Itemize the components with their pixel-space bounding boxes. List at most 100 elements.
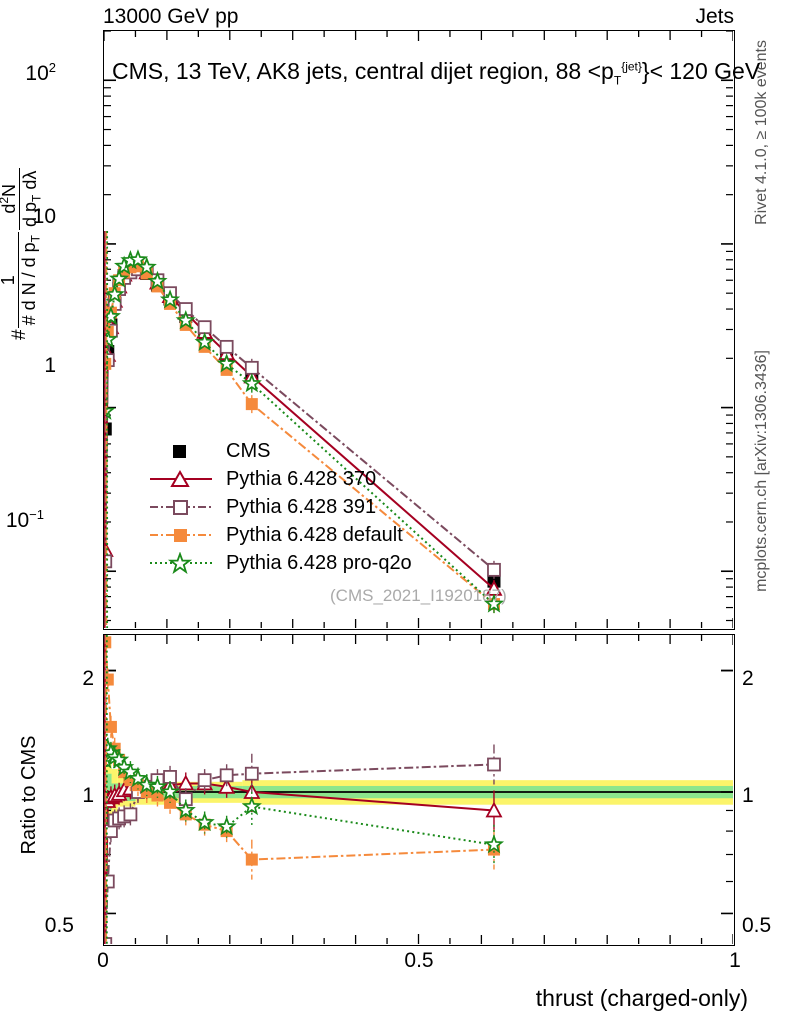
ratio-line — [104, 642, 495, 861]
y-tick-ratio-0p5-left: 0.5 — [44, 914, 74, 937]
data-marker — [194, 811, 215, 832]
data-marker — [244, 360, 259, 375]
data-marker — [104, 874, 115, 889]
legend-label-370: Pythia 6.428 370 — [226, 467, 377, 490]
analysis-id-watermark: (CMS_2021_I1920187) — [330, 586, 507, 605]
data-marker — [147, 270, 168, 291]
legend-key-370 — [148, 468, 214, 490]
legend-key-proq2o — [148, 551, 214, 575]
data-marker — [241, 795, 262, 816]
y-tick-main-10: 10 — [32, 205, 56, 228]
plot-title-sub: T — [613, 73, 622, 88]
data-marker — [104, 720, 117, 733]
x-tick-0: 0 — [97, 949, 109, 972]
legend-label-cms: CMS — [226, 439, 271, 462]
legend-key-cms — [148, 440, 214, 462]
data-marker — [127, 249, 149, 269]
data-marker — [219, 768, 234, 783]
main-left-edge-drop-lines — [104, 231, 109, 628]
plot-title-sup: {jet} — [621, 59, 642, 74]
data-marker — [159, 289, 181, 309]
main-plot-panel — [103, 30, 735, 630]
data-marker — [245, 853, 258, 866]
data-marker — [104, 284, 125, 304]
ratio-line — [104, 782, 495, 944]
data-marker — [123, 807, 138, 822]
x-tick-1: 1 — [729, 949, 741, 972]
y-tick-main-100: 102 — [25, 60, 56, 85]
data-marker — [216, 816, 237, 836]
data-marker — [485, 801, 503, 818]
y-title-hash1: # — [9, 329, 30, 340]
plot-title-pre: CMS, 13 TeV, AK8 jets, central dijet reg… — [112, 58, 614, 84]
axis-ticks — [104, 31, 733, 628]
legend-key-391 — [148, 496, 214, 518]
y-title-den1: # d N / d pT — [17, 232, 42, 329]
legend-key-default — [148, 524, 214, 546]
mcplots-source-text: mcplots.cern.ch [arXiv:1306.3436] — [753, 350, 770, 592]
ratio-series-pythia-6-428-default — [104, 635, 500, 880]
y-tick-ratio-2-left: 2 — [82, 667, 94, 690]
data-marker — [194, 331, 215, 352]
legend-item-proq2o[interactable]: Pythia 6.428 pro-q2o — [148, 549, 412, 577]
y-tick-main-0p1-exp: −1 — [29, 507, 44, 522]
x-axis-title: thrust (charged-only) — [535, 985, 748, 1011]
legend-label-default: Pythia 6.428 default — [226, 523, 403, 546]
y-tick-main-100-exp: 2 — [48, 60, 56, 75]
legend-item-370[interactable]: Pythia 6.428 370 — [148, 465, 412, 493]
data-marker — [159, 781, 181, 801]
data-marker — [241, 373, 262, 393]
series-line — [104, 265, 495, 605]
data-marker — [108, 268, 130, 288]
data-marker — [218, 777, 236, 794]
legend: CMS Pythia 6.428 370 Pythia 6.428 391 Py… — [148, 437, 412, 577]
data-marker — [136, 256, 157, 276]
plot-title: CMS, 13 TeV, AK8 jets, central dijet reg… — [112, 58, 760, 88]
data-marker — [483, 834, 505, 854]
mcplots-source-label: mcplots.cern.ch [arXiv:1306.3436] — [748, 350, 776, 630]
data-marker — [244, 766, 259, 781]
data-marker — [104, 673, 114, 686]
data-marker — [197, 320, 212, 335]
x-tick-0p5: 0.5 — [404, 949, 434, 972]
data-marker — [147, 776, 168, 796]
data-marker — [216, 353, 237, 373]
data-marker — [245, 398, 258, 411]
y-title-num1: 1 — [0, 272, 18, 288]
legend-item-cms[interactable]: CMS — [148, 437, 412, 465]
data-marker — [197, 773, 212, 788]
data-marker — [483, 593, 505, 613]
data-marker — [104, 636, 112, 649]
data-marker — [175, 799, 196, 820]
y-axis-ticks-ratio — [104, 635, 733, 944]
ratio-axis-title: Ratio to CMS — [14, 700, 44, 890]
y-axis-title: # 1 # d N / d pT d2N d pT dλ — [0, 40, 43, 340]
left-edge-drop-lines — [104, 635, 108, 944]
ratio-series-pythia-6-428-391 — [104, 744, 501, 944]
data-marker — [487, 562, 501, 577]
y-tick-ratio-2-right: 2 — [742, 667, 754, 690]
legend-item-default[interactable]: Pythia 6.428 default — [148, 521, 412, 549]
data-marker — [487, 757, 501, 772]
data-marker — [219, 339, 234, 354]
y-tick-ratio-1-left: 1 — [82, 784, 94, 807]
ratio-plot-panel — [103, 634, 735, 946]
main-plot-canvas — [104, 31, 733, 628]
data-marker — [136, 774, 157, 794]
series-line — [104, 268, 495, 571]
legend-label-proq2o: Pythia 6.428 pro-q2o — [226, 551, 412, 574]
y-axis-ticks-main — [104, 31, 733, 622]
ratio-axis-title-text: Ratio to CMS — [17, 735, 40, 855]
y-tick-main-1: 1 — [44, 354, 56, 377]
y-tick-ratio-0p5-right: 0.5 — [742, 914, 772, 937]
header-category-label: Jets — [695, 5, 734, 28]
plot-title-post: }< 120 GeV — [641, 58, 761, 84]
data-marker — [108, 749, 130, 769]
data-marker — [175, 309, 196, 330]
header-beam-label: 13000 GeV pp — [103, 5, 239, 28]
ratio-plot-canvas — [104, 635, 733, 944]
legend-item-391[interactable]: Pythia 6.428 391 — [148, 493, 412, 521]
legend-label-391: Pythia 6.428 391 — [226, 495, 377, 518]
y-tick-main-0p1: 10−1 — [5, 507, 44, 532]
y-tick-ratio-1-right: 1 — [742, 784, 754, 807]
